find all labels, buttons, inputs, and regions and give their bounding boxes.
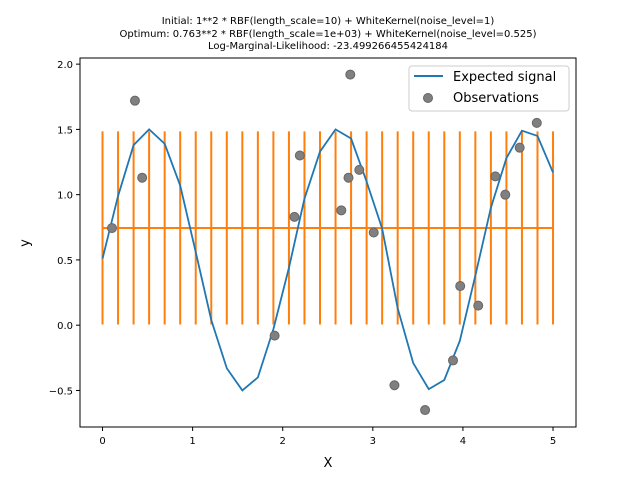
observation-point (289, 211, 300, 222)
observation-point (137, 172, 148, 183)
y-tick-label: 1.0 (57, 191, 73, 202)
x-axis: 0 1 2 3 4 5 (99, 427, 556, 447)
observation-point (129, 95, 140, 106)
y-tick-label: 0.5 (57, 256, 73, 267)
y-axis-label: y (18, 239, 33, 247)
observation-point (368, 227, 379, 238)
y-tick-label: −0.5 (49, 386, 73, 397)
x-tick-label: 1 (189, 436, 195, 447)
observation-point (473, 300, 484, 311)
title-line-2: Optimum: 0.763**2 * RBF(length_scale=1e+… (119, 29, 536, 40)
title-line-3: Log-Marginal-Likelihood: -23.49926645542… (208, 41, 448, 52)
y-tick-label: 1.5 (57, 125, 73, 136)
observation-point (106, 223, 117, 234)
observation-point (531, 117, 542, 128)
x-axis-label: X (324, 456, 333, 471)
y-axis: −0.5 0.0 0.5 1.0 1.5 2.0 (49, 60, 80, 397)
observation-point (490, 171, 501, 182)
x-tick-label: 0 (99, 436, 105, 447)
title-line-1: Initial: 1**2 * RBF(length_scale=10) + W… (162, 16, 495, 27)
observation-point (294, 150, 305, 161)
x-tick-label: 3 (370, 436, 376, 447)
y-tick-label: 0.0 (57, 321, 73, 332)
observation-point (269, 330, 280, 341)
observation-point (343, 172, 354, 183)
axes-frame (79, 57, 577, 428)
x-tick-label: 2 (280, 436, 286, 447)
observation-point (420, 405, 431, 416)
observation-point (455, 281, 466, 292)
legend-observations-marker (423, 93, 433, 103)
x-tick-label: 5 (550, 436, 556, 447)
legend: Expected signal Observations (408, 65, 570, 112)
y-tick-label: 2.0 (57, 60, 73, 71)
observation-point (389, 380, 400, 391)
expected-signal-line (101, 128, 554, 392)
legend-box (408, 65, 570, 112)
observation-point (448, 355, 459, 366)
legend-signal-label: Expected signal (453, 70, 556, 85)
observation-point (500, 189, 511, 200)
observation-point (345, 69, 356, 80)
observation-point (514, 142, 525, 153)
observation-point (354, 164, 365, 175)
observation-point (336, 205, 347, 216)
x-tick-label: 4 (460, 436, 466, 447)
legend-observations-label: Observations (453, 91, 539, 106)
plot-area (101, 69, 555, 416)
